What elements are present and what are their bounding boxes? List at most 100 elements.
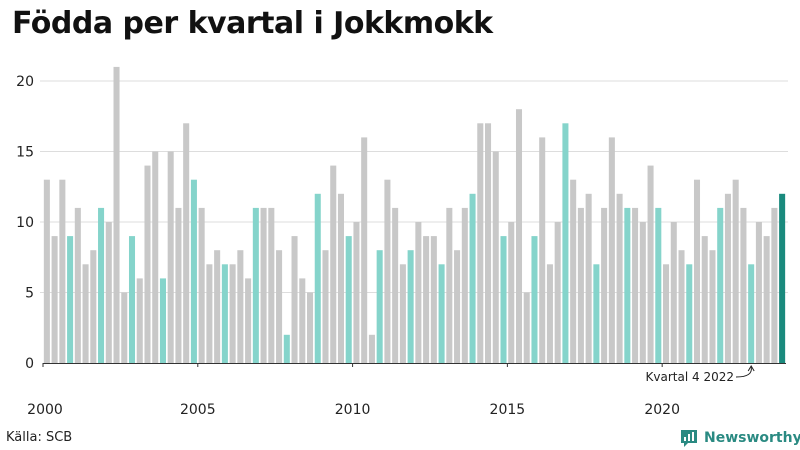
bar	[206, 264, 213, 363]
annotation-arrow	[735, 366, 752, 378]
bar	[415, 222, 422, 363]
bar	[407, 250, 414, 363]
bar	[183, 123, 190, 363]
bar	[608, 137, 615, 363]
bar	[229, 264, 236, 363]
bar	[678, 250, 685, 363]
y-tick-label: 20	[16, 74, 34, 90]
chart-title: Födda per kvartal i Jokkmokk	[12, 6, 493, 41]
bar	[577, 207, 584, 363]
brand-name: Newsworthy	[704, 430, 800, 446]
bars	[43, 66, 786, 364]
y-tick-label: 5	[25, 286, 34, 302]
bar	[562, 123, 569, 363]
bar	[616, 193, 623, 363]
bar	[159, 278, 166, 363]
source-label: Källa: SCB	[6, 430, 73, 445]
bar	[252, 207, 259, 363]
bar	[585, 193, 592, 363]
bar	[554, 222, 561, 363]
bar	[438, 264, 445, 363]
bar	[446, 207, 453, 363]
x-tick-label: 2015	[490, 402, 526, 418]
bar	[322, 250, 329, 363]
bar	[423, 236, 430, 363]
bar	[337, 193, 344, 363]
bar	[469, 193, 476, 363]
bar	[399, 264, 406, 363]
bar	[307, 292, 314, 363]
bar	[214, 250, 221, 363]
bar	[523, 292, 530, 363]
bar	[647, 165, 654, 363]
bar	[368, 334, 375, 363]
bar	[531, 236, 538, 363]
bar	[593, 264, 600, 363]
bar	[175, 207, 182, 363]
bar	[121, 292, 128, 363]
x-tick-label: 2010	[335, 402, 371, 418]
bar	[717, 207, 724, 363]
bar	[268, 207, 275, 363]
bar	[732, 179, 739, 363]
bar	[113, 66, 120, 364]
bar	[771, 207, 778, 363]
bar	[601, 207, 608, 363]
bar	[392, 207, 399, 363]
bar	[136, 278, 143, 363]
bar	[51, 236, 58, 363]
annotation-label: Kvartal 4 2022	[646, 370, 734, 384]
x-axis-ticks: 2000 2005 2010 2015 2020	[27, 402, 680, 418]
bar	[740, 207, 747, 363]
bar	[291, 236, 298, 363]
bar	[59, 179, 66, 363]
brand-logo: Newsworthy	[679, 428, 800, 448]
bar	[492, 151, 499, 363]
bar	[539, 137, 546, 363]
bar	[546, 264, 553, 363]
bar	[353, 222, 360, 363]
bar	[283, 334, 290, 363]
bar	[624, 207, 631, 363]
bar	[82, 264, 89, 363]
bar	[748, 264, 755, 363]
bar	[98, 207, 105, 363]
x-tick-label: 2020	[644, 402, 680, 418]
bar	[508, 222, 515, 363]
bar	[198, 207, 205, 363]
bar	[515, 109, 523, 363]
bar	[454, 250, 461, 363]
bar	[500, 236, 507, 363]
y-axis-ticks: 0 5 10 15 20	[16, 74, 34, 372]
newsworthy-logo-icon	[681, 430, 697, 447]
annotation: Kvartal 4 2022	[646, 365, 755, 384]
bar	[686, 264, 693, 363]
bar	[779, 193, 786, 363]
bar	[709, 250, 716, 363]
bar	[361, 137, 368, 363]
bar	[477, 123, 484, 363]
bar	[299, 278, 306, 363]
y-tick-label: 15	[16, 145, 34, 161]
bar	[693, 179, 701, 363]
bar	[144, 165, 151, 363]
bar	[461, 207, 468, 363]
bar	[74, 207, 81, 363]
bar	[260, 207, 267, 363]
bar	[485, 123, 492, 363]
bar	[43, 179, 50, 363]
bar	[330, 165, 337, 363]
bar	[190, 179, 197, 363]
y-tick-label: 10	[16, 215, 34, 231]
bar	[701, 236, 708, 363]
y-tick-label: 0	[25, 356, 34, 372]
bar	[663, 264, 670, 363]
bar	[763, 236, 770, 363]
bar	[632, 207, 639, 363]
bar	[639, 222, 646, 363]
bar	[128, 236, 136, 363]
x-tick-label: 2000	[27, 402, 63, 418]
bar	[90, 250, 97, 363]
bar	[221, 264, 228, 363]
annotation-arrowhead	[747, 365, 755, 372]
